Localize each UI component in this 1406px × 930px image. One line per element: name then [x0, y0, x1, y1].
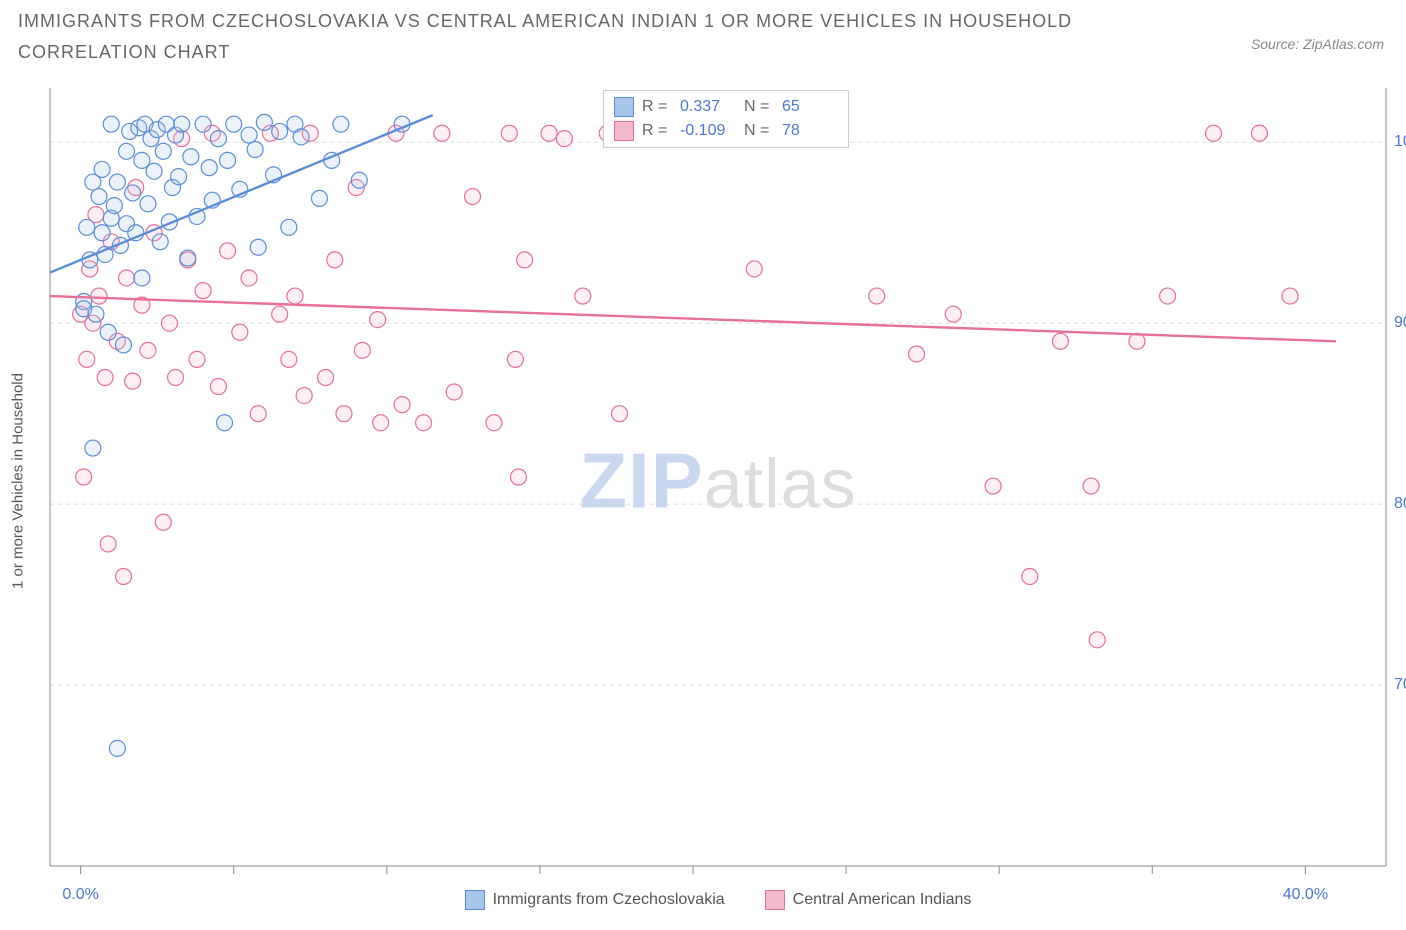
legend-entry-pink: Central American Indians — [765, 890, 972, 910]
scatter-plot — [48, 86, 1388, 876]
chart-header: IMMIGRANTS FROM CZECHOSLOVAKIA VS CENTRA… — [0, 0, 1406, 67]
legend-n-label: N = — [744, 95, 774, 119]
y-tick-label: 100.0% — [1394, 133, 1406, 151]
legend-stats-row-1: R = -0.109 N = 78 — [614, 119, 838, 143]
legend-stats-row-0: R = 0.337 N = 65 — [614, 95, 838, 119]
legend-r-label: R = — [642, 119, 672, 143]
legend-label: Immigrants from Czechoslovakia — [493, 891, 725, 909]
legend-n-value: 65 — [782, 95, 838, 119]
y-axis-label: 1 or more Vehicles in Household — [10, 373, 27, 589]
legend-swatch-blue — [465, 890, 485, 910]
x-tick-label: 40.0% — [1283, 886, 1328, 904]
legend-swatch-pink — [765, 890, 785, 910]
legend-n-value: 78 — [782, 119, 838, 143]
legend-r-label: R = — [642, 95, 672, 119]
y-tick-label: 80.0% — [1394, 495, 1406, 513]
chart-area: 1 or more Vehicles in Household ZIPatlas… — [48, 86, 1388, 876]
y-tick-label: 70.0% — [1394, 676, 1406, 694]
legend-swatch-blue — [614, 97, 634, 117]
legend-series: Immigrants from Czechoslovakia Central A… — [48, 890, 1388, 910]
legend-r-value: -0.109 — [680, 119, 736, 143]
legend-stats: R = 0.337 N = 65 R = -0.109 N = 78 — [603, 90, 849, 148]
chart-source: Source: ZipAtlas.com — [1251, 36, 1384, 52]
chart-title: IMMIGRANTS FROM CZECHOSLOVAKIA VS CENTRA… — [18, 6, 1118, 67]
legend-n-label: N = — [744, 119, 774, 143]
legend-r-value: 0.337 — [680, 95, 736, 119]
y-tick-label: 90.0% — [1394, 314, 1406, 332]
x-tick-label: 0.0% — [62, 886, 98, 904]
legend-swatch-pink — [614, 121, 634, 141]
legend-entry-blue: Immigrants from Czechoslovakia — [465, 890, 725, 910]
legend-label: Central American Indians — [793, 891, 972, 909]
